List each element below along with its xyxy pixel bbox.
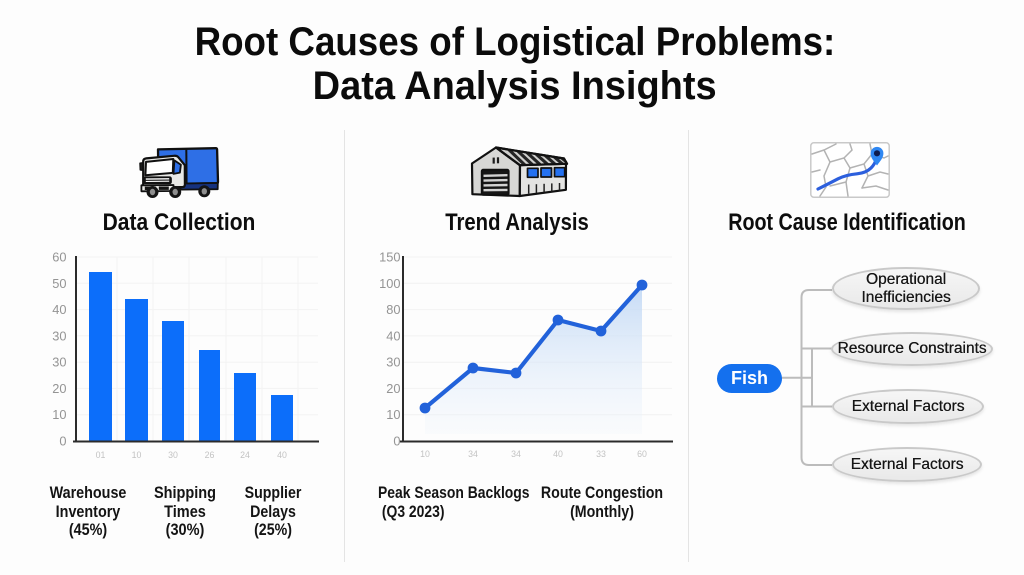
svg-text:10: 10 [386, 407, 400, 422]
svg-text:100: 100 [379, 276, 400, 291]
svg-text:40: 40 [52, 302, 66, 317]
svg-text:0: 0 [59, 434, 66, 449]
svg-text:60: 60 [52, 250, 66, 265]
svg-text:26: 26 [205, 450, 215, 460]
svg-text:40: 40 [277, 450, 287, 460]
svg-text:80: 80 [386, 302, 400, 317]
svg-text:50: 50 [52, 276, 66, 291]
svg-text:0: 0 [393, 434, 400, 449]
svg-text:34: 34 [468, 449, 478, 459]
svg-text:30: 30 [52, 355, 66, 370]
svg-text:60: 60 [637, 449, 647, 459]
svg-text:10: 10 [52, 407, 66, 422]
svg-text:150: 150 [379, 250, 400, 265]
svg-text:10: 10 [132, 450, 142, 460]
svg-text:40: 40 [553, 449, 563, 459]
svg-text:20: 20 [386, 381, 400, 396]
svg-text:34: 34 [511, 449, 521, 459]
svg-text:30: 30 [52, 328, 66, 343]
svg-text:33: 33 [596, 449, 606, 459]
svg-text:40: 40 [386, 328, 400, 343]
svg-text:30: 30 [386, 355, 400, 370]
svg-text:01: 01 [96, 450, 106, 460]
svg-text:10: 10 [420, 449, 430, 459]
svg-text:24: 24 [240, 450, 250, 460]
svg-text:30: 30 [168, 450, 178, 460]
svg-text:20: 20 [52, 381, 66, 396]
